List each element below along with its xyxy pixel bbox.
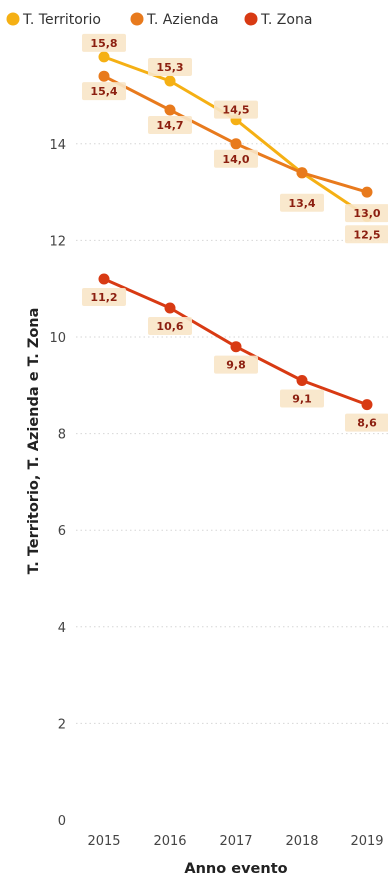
data-label-background — [345, 204, 388, 223]
data-label: 13,0 — [345, 204, 388, 223]
y-tick-label: 2 — [58, 717, 66, 732]
legend-marker-icon — [6, 12, 20, 26]
legend-item-t-territorio[interactable]: T. Territorio — [6, 12, 102, 28]
y-tick-label: 10 — [49, 331, 66, 346]
legend[interactable]: T. Territorio T. Azienda T. Zona — [6, 12, 313, 28]
data-point-t-zona[interactable] — [361, 399, 373, 411]
series-line-t-azienda — [102, 74, 369, 194]
legend-label: T. Zona — [260, 12, 312, 28]
legend-marker-icon — [244, 12, 258, 26]
y-axis-title: T. Territorio, T. Azienda e T. Zona — [26, 308, 42, 575]
data-label-background — [214, 149, 258, 168]
data-label-background — [214, 100, 258, 119]
data-label: 14,7 — [148, 115, 192, 134]
series-line-t-territorio — [102, 55, 369, 218]
data-label-value: 11,2 — [90, 291, 117, 304]
data-label: 15,3 — [148, 58, 192, 77]
data-point-t-azienda[interactable] — [98, 70, 110, 82]
data-label-background — [345, 225, 388, 244]
data-label: 13,4 — [280, 193, 324, 212]
data-label-value: 15,4 — [90, 85, 117, 98]
data-label-value: 9,8 — [226, 359, 246, 372]
data-label: 10,6 — [148, 317, 192, 336]
legend-label: T. Azienda — [146, 12, 219, 28]
data-label-value: 15,3 — [156, 61, 183, 74]
data-point-t-zona[interactable] — [230, 341, 242, 353]
y-tick-label: 14 — [49, 138, 66, 153]
data-label-value: 13,0 — [353, 207, 380, 220]
data-point-t-zona[interactable] — [164, 302, 176, 314]
data-label-value: 8,6 — [357, 417, 377, 430]
gridlines — [76, 143, 388, 724]
data-label-background — [345, 413, 388, 432]
data-point-t-territorio[interactable] — [164, 75, 176, 87]
y-axis-ticks: 0 2 4 6 8 10 12 14 — [49, 138, 66, 829]
data-label-value: 14,7 — [156, 119, 183, 132]
y-tick-label: 8 — [58, 428, 66, 443]
data-label-background — [280, 389, 324, 408]
data-label: 14,0 — [214, 149, 258, 168]
legend-item-t-zona[interactable]: T. Zona — [244, 12, 313, 28]
data-label-value: 10,6 — [156, 320, 183, 333]
data-label-background — [148, 58, 192, 77]
data-label-value: 13,4 — [288, 197, 315, 210]
data-label: 14,5 — [214, 100, 258, 119]
y-tick-label: 0 — [58, 814, 66, 829]
data-label-value: 12,5 — [353, 228, 380, 241]
y-tick-label: 4 — [58, 621, 66, 636]
data-label-value: 14,5 — [222, 104, 249, 117]
x-axis-title: Anno evento — [184, 861, 287, 877]
data-label-background — [82, 82, 126, 101]
data-label-background — [214, 355, 258, 374]
data-label-value: 15,8 — [90, 37, 117, 50]
data-point-t-azienda[interactable] — [361, 186, 373, 198]
x-axis-ticks: 2015 2016 2017 2018 2019 — [87, 834, 383, 849]
data-point-t-zona[interactable] — [98, 273, 110, 285]
x-tick-label: 2015 — [87, 834, 120, 849]
data-label-background — [280, 193, 324, 212]
x-tick-label: 2017 — [219, 834, 252, 849]
x-tick-label: 2019 — [350, 834, 383, 849]
data-point-t-azienda[interactable] — [230, 138, 242, 150]
legend-item-t-azienda[interactable]: T. Azienda — [130, 12, 219, 28]
data-label-background — [82, 33, 126, 52]
data-label: 8,6 — [345, 413, 388, 432]
data-point-t-zona[interactable] — [296, 375, 308, 386]
x-tick-label: 2016 — [153, 834, 186, 849]
data-label: 9,8 — [214, 355, 258, 374]
data-point-t-territorio[interactable] — [98, 51, 110, 63]
data-label-background — [148, 317, 192, 336]
data-label-background — [148, 115, 192, 134]
legend-label: T. Territorio — [22, 12, 101, 28]
data-label: 15,8 — [82, 33, 126, 52]
data-label: 15,4 — [82, 82, 126, 101]
data-label-value: 9,1 — [292, 392, 312, 405]
x-tick-label: 2018 — [285, 834, 318, 849]
legend-marker-icon — [130, 12, 144, 26]
data-label: 12,5 — [345, 225, 388, 244]
data-labels: 15,8 15,3 14,5 13,4 12,5 15,4 14,7 14,0 13,0 11,2… — [82, 33, 388, 432]
data-label-value: 14,0 — [222, 153, 249, 166]
data-label: 11,2 — [82, 288, 126, 307]
y-tick-label: 12 — [49, 234, 66, 249]
data-label-background — [82, 288, 126, 307]
data-point-t-azienda[interactable] — [164, 104, 176, 116]
y-tick-label: 6 — [58, 524, 66, 539]
data-point-t-azienda[interactable] — [296, 167, 308, 179]
data-label: 9,1 — [280, 389, 324, 408]
